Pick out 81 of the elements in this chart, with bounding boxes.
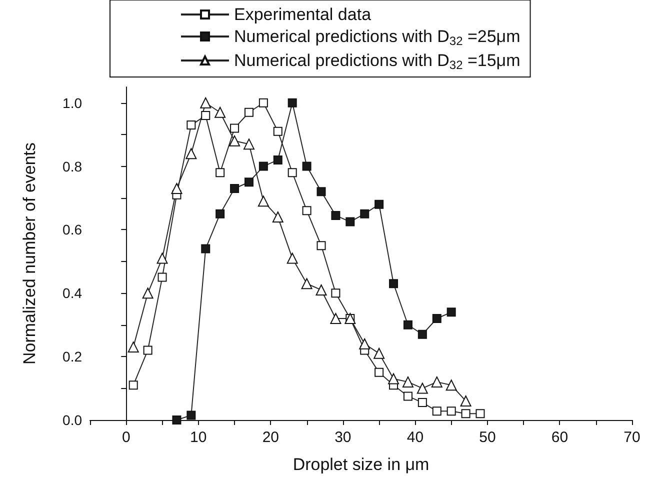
point [418, 398, 427, 408]
point [273, 126, 282, 136]
legend-label: Experimental data [234, 5, 372, 24]
y-tick-label: 0.4 [62, 285, 82, 302]
point [316, 284, 327, 296]
point [186, 120, 196, 130]
point [128, 380, 138, 390]
point [142, 288, 154, 299]
x-tick-label: 60 [551, 429, 568, 446]
y-tick-label: 1.0 [62, 94, 82, 111]
point [172, 416, 182, 424]
point [230, 124, 240, 133]
point [201, 244, 210, 254]
point [403, 320, 412, 330]
y-tick-label: 0.6 [62, 222, 82, 238]
x-tick-label: 50 [479, 429, 496, 446]
point [446, 308, 456, 317]
point [359, 338, 370, 350]
point [461, 409, 470, 418]
point [432, 314, 442, 324]
point [374, 368, 384, 377]
point [200, 97, 212, 108]
y-axis-title: Normalized number of events [20, 142, 39, 365]
point [360, 209, 370, 218]
point [388, 373, 400, 384]
x-tick-label: 0 [122, 429, 130, 446]
x-tick-label: 30 [334, 429, 352, 446]
point [374, 348, 385, 359]
point [316, 241, 326, 250]
point [128, 342, 139, 353]
point [331, 288, 340, 298]
x-axis-title: Droplet size in μm [292, 455, 430, 474]
point [432, 406, 442, 416]
point [316, 187, 326, 196]
point [374, 200, 384, 209]
point [229, 135, 240, 146]
point [446, 380, 457, 391]
point [418, 330, 427, 339]
point [258, 196, 269, 207]
y-tick-label: 0.0 [62, 412, 82, 428]
point [186, 410, 196, 420]
point [244, 108, 254, 117]
point [346, 217, 355, 226]
point [243, 138, 254, 150]
point [230, 184, 240, 193]
point [258, 162, 268, 171]
y-tick-label: 0.8 [62, 158, 82, 174]
point [301, 278, 312, 290]
x-tick-label: 40 [406, 429, 424, 446]
point [201, 111, 210, 120]
point [186, 148, 197, 160]
point [476, 409, 485, 418]
point [431, 376, 442, 388]
point [273, 155, 282, 164]
point [156, 252, 168, 264]
point [389, 279, 398, 288]
point [302, 162, 312, 171]
x-tick-label: 20 [262, 429, 280, 446]
point [258, 98, 268, 108]
point [288, 168, 297, 178]
point [403, 392, 412, 401]
point [244, 178, 254, 187]
point [416, 382, 428, 394]
point [402, 376, 414, 388]
x-tick-label: 10 [190, 429, 207, 446]
point [330, 313, 342, 324]
point [216, 168, 225, 178]
point [272, 212, 284, 223]
point [216, 209, 225, 218]
point [302, 206, 312, 216]
point [288, 98, 297, 108]
point [143, 346, 152, 355]
point [446, 406, 456, 416]
point [171, 182, 182, 194]
point [158, 272, 167, 282]
y-tick-label: 0.2 [62, 348, 82, 365]
point [214, 106, 226, 118]
point [331, 210, 340, 220]
point [460, 395, 472, 406]
point [286, 252, 298, 264]
x-tick-label: 70 [624, 429, 640, 446]
